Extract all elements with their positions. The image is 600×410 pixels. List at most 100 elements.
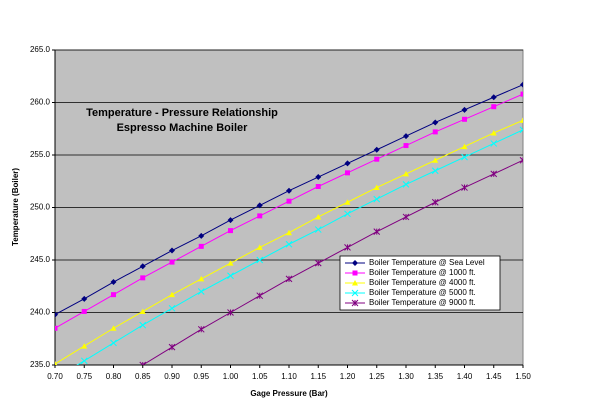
marker xyxy=(344,160,351,167)
legend-box xyxy=(339,255,501,311)
marker xyxy=(110,325,117,331)
marker xyxy=(198,232,205,239)
legend-label: Boiler Temperature @ 9000 ft. xyxy=(369,298,476,307)
marker xyxy=(227,272,234,280)
x-tick-label: 1.05 xyxy=(252,372,268,381)
marker xyxy=(373,146,380,153)
marker xyxy=(314,259,322,267)
y-tick-label: 235.0 xyxy=(30,360,51,369)
marker xyxy=(352,270,358,276)
marker xyxy=(344,199,351,205)
marker xyxy=(81,295,88,302)
marker xyxy=(315,184,321,189)
legend-label: Boiler Temperature @ 5000 ft. xyxy=(369,288,476,297)
marker xyxy=(81,398,87,404)
marker xyxy=(139,361,147,365)
marker xyxy=(373,184,380,191)
marker xyxy=(110,339,117,347)
y-tick-label: 240.0 xyxy=(30,308,51,317)
legend: Boiler Temperature @ Sea Level Boiler Tem… xyxy=(345,258,485,307)
marker xyxy=(198,243,204,249)
marker xyxy=(139,308,146,314)
marker xyxy=(490,94,497,101)
x-axis-title: Gage Pressure (Bar) xyxy=(250,389,328,398)
marker xyxy=(198,275,205,282)
y-tick-label: 260.0 xyxy=(30,98,51,107)
marker xyxy=(351,299,359,307)
marker xyxy=(491,104,497,110)
marker xyxy=(256,292,264,300)
marker xyxy=(286,198,292,204)
x-tick-label: 1.35 xyxy=(427,372,443,381)
marker xyxy=(140,275,146,281)
marker xyxy=(81,343,88,349)
marker xyxy=(111,292,116,298)
marker xyxy=(461,106,468,113)
marker xyxy=(227,309,234,316)
marker xyxy=(168,304,176,312)
marker xyxy=(197,288,205,295)
marker xyxy=(520,91,523,97)
x-tick-label: 1.15 xyxy=(310,372,326,381)
y-tick-label: 245.0 xyxy=(30,255,51,264)
x-tick-label: 1.50 xyxy=(515,372,531,381)
marker xyxy=(197,325,205,333)
marker xyxy=(432,119,439,126)
marker xyxy=(519,156,523,164)
marker xyxy=(461,153,468,161)
marker xyxy=(256,244,263,250)
marker xyxy=(55,311,58,318)
marker xyxy=(344,210,351,218)
marker xyxy=(55,325,58,331)
x-tick-label: 0.70 xyxy=(47,372,63,381)
marker xyxy=(403,143,409,149)
marker xyxy=(227,260,234,266)
x-tick-label: 1.10 xyxy=(281,372,297,381)
marker xyxy=(169,259,175,265)
marker xyxy=(403,170,409,177)
marker xyxy=(139,263,146,270)
marker xyxy=(256,202,263,209)
marker xyxy=(373,195,381,203)
marker xyxy=(169,291,175,298)
x-tick-label: 1.45 xyxy=(486,372,502,381)
marker xyxy=(402,181,410,188)
marker xyxy=(519,126,523,134)
chart-subtitle: Espresso Machine Boiler xyxy=(117,122,249,134)
marker xyxy=(403,133,409,140)
marker xyxy=(352,280,358,286)
marker xyxy=(228,228,233,234)
marker xyxy=(520,117,523,123)
chart-title: Temperature - Pressure Relationship xyxy=(86,107,278,119)
marker xyxy=(352,260,358,266)
marker xyxy=(257,213,263,219)
marker xyxy=(256,256,264,264)
marker xyxy=(432,157,439,163)
marker xyxy=(169,247,175,254)
x-tick-label: 0.95 xyxy=(193,372,209,381)
y-tick-label: 265.0 xyxy=(30,45,51,54)
marker xyxy=(314,226,322,233)
marker xyxy=(490,170,498,178)
marker xyxy=(81,308,87,314)
y-tick-label: 250.0 xyxy=(30,203,51,212)
marker xyxy=(431,167,439,175)
y-axis-title: Temperature (Boiler) xyxy=(11,168,20,246)
marker xyxy=(227,217,234,224)
marker xyxy=(461,143,468,150)
y-tick-label: 255.0 xyxy=(30,150,51,159)
x-tick-label: 1.20 xyxy=(340,372,356,381)
grid xyxy=(52,49,524,368)
x-tick-label: 0.90 xyxy=(164,372,180,381)
series-group xyxy=(55,81,523,404)
marker xyxy=(351,289,359,297)
marker xyxy=(110,279,117,286)
marker xyxy=(402,213,410,221)
marker xyxy=(315,174,322,181)
legend-label: Boiler Temperature @ 4000 ft. xyxy=(369,278,476,287)
legend-label: Boiler Temperature @ Sea Level xyxy=(369,258,485,267)
marker xyxy=(490,129,497,136)
marker xyxy=(315,213,322,220)
x-tick-label: 0.85 xyxy=(135,372,151,381)
